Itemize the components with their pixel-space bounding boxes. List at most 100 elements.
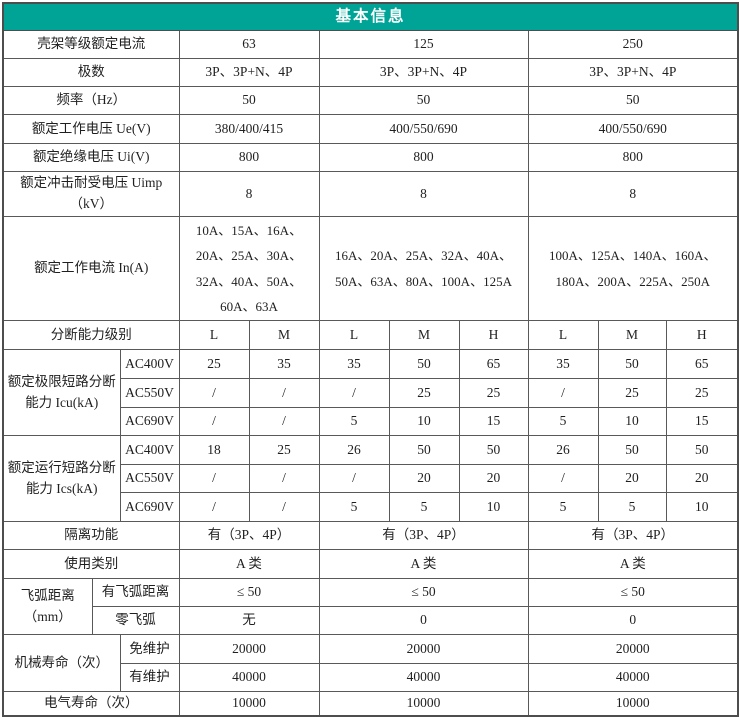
ics-ac690v-cell-7: 5 xyxy=(597,492,667,523)
breaking-capacity-class-cell-5: H xyxy=(458,320,529,351)
frame-rated-current-cell-3: 250 xyxy=(527,30,739,60)
arc-distance-with-cell-4: ≤ 50 xyxy=(527,578,739,608)
icu-ac400v-cell-6: 65 xyxy=(458,349,529,380)
ics-ac550v-cell-1: / xyxy=(178,464,250,494)
frequency-cell-2: 50 xyxy=(318,86,529,116)
icu-ac400v-cell-1: AC400V xyxy=(119,349,180,380)
icu-ac550v-cell-2: / xyxy=(248,378,320,409)
table-row-rated-working-voltage: 额定工作电压 Ue(V) 380/400/415 400/550/690 400/55… xyxy=(2,114,739,145)
mech-life-maintenance-free-cell-2: 20000 xyxy=(178,634,320,665)
isolation-function-cell-3: 有（3P、4P） xyxy=(527,521,739,551)
ics-ac690v-cell-2: / xyxy=(248,492,320,523)
ics-ac400v-cell-6: 50 xyxy=(458,435,529,466)
ics-ac550v-cell-3: / xyxy=(318,464,390,494)
isolation-function-cell-0: 隔离功能 xyxy=(2,521,180,551)
ics-ac400v-cell-2: 18 xyxy=(178,435,250,466)
frequency-cell-0: 频率（Hz） xyxy=(2,86,180,116)
rated-working-current-cell-3: 100A、125A、140A、160A、180A、200A、225A、250A xyxy=(527,216,739,322)
rated-working-current-cell-2: 16A、20A、25A、32A、40A、50A、63A、80A、100A、125… xyxy=(318,216,529,322)
icu-ac690v-cell-4: 10 xyxy=(388,407,460,437)
table-title: 基本信息 xyxy=(2,2,739,32)
breaking-capacity-class-cell-3: L xyxy=(318,320,390,351)
arc-distance-zero-cell-1: 无 xyxy=(178,606,320,636)
icu-ac400v-cell-0: 额定极限短路分断能力 Icu(kA) xyxy=(2,349,121,437)
icu-ac550v-cell-7: 25 xyxy=(597,378,667,409)
ics-ac400v-cell-9: 50 xyxy=(665,435,739,466)
table-row-arc-distance-zero: 零飞弧无 0 0 xyxy=(3,606,739,636)
arc-distance-zero-cell-2: 0 xyxy=(318,606,529,636)
mech-life-maintenance-free-cell-0: 机械寿命（次） xyxy=(2,634,121,693)
rated-impulse-voltage-cell-2: 8 xyxy=(318,171,529,218)
table-row-frequency: 频率（Hz） 50 50 50 xyxy=(2,86,739,116)
rated-insulation-voltage-cell-3: 800 xyxy=(527,143,739,173)
rated-working-current-cell-1: 10A、15A、16A、20A、25A、30A、32A、40A、50A、60A、… xyxy=(178,216,320,322)
mech-life-with-maintenance-cell-2: 40000 xyxy=(318,663,529,693)
arc-distance-with-cell-0: 飞弧距离（mm） xyxy=(2,578,93,636)
mech-life-with-maintenance-cell-1: 40000 xyxy=(178,663,320,693)
icu-ac690v-cell-2: / xyxy=(248,407,320,437)
poles-cell-3: 3P、3P+N、4P xyxy=(527,58,739,88)
arc-distance-with-cell-2: ≤ 50 xyxy=(178,578,320,608)
mech-life-with-maintenance-cell-3: 40000 xyxy=(527,663,739,693)
electrical-life-cell-1: 10000 xyxy=(178,691,320,717)
rated-insulation-voltage-cell-0: 额定绝缘电压 Ui(V) xyxy=(2,143,180,173)
frame-rated-current-cell-2: 125 xyxy=(318,30,529,60)
breaking-capacity-class-cell-4: M xyxy=(388,320,460,351)
table-row-icu-ac550v: AC550V / //25 25/25 25 xyxy=(3,378,739,409)
breaking-capacity-class-cell-2: M xyxy=(248,320,320,351)
ics-ac400v-cell-3: 25 xyxy=(248,435,320,466)
arc-distance-zero-cell-3: 0 xyxy=(527,606,739,636)
electrical-life-cell-3: 10000 xyxy=(527,691,739,717)
arc-distance-with-cell-1: 有飞弧距离 xyxy=(91,578,180,608)
icu-ac690v-cell-7: 10 xyxy=(597,407,667,437)
table-row-electrical-life: 电气寿命（次） 10000 10000 10000 xyxy=(2,691,739,717)
table-row-ics-ac400v: 额定运行短路分断能力 Ics(kA) AC400V 18 25 26 50 50 26 50 50 xyxy=(2,435,739,523)
ics-ac690v-cell-1: / xyxy=(178,492,250,523)
ics-ac690v-cell-0: AC690V xyxy=(119,492,180,523)
title-row: 基本信息 xyxy=(2,2,739,32)
ics-ac550v-cell-0: AC550V xyxy=(119,464,180,494)
ics-ac400v-cell-7: 26 xyxy=(527,435,599,466)
table-row-rated-insulation-voltage: 额定绝缘电压 Ui(V) 800 800 800 xyxy=(2,143,739,173)
icu-ac550v-cell-5: 25 xyxy=(458,378,529,409)
poles-cell-2: 3P、3P+N、4P xyxy=(318,58,529,88)
arc-distance-zero-cell-0: 零飞弧 xyxy=(91,606,180,636)
icu-ac550v-cell-3: / xyxy=(318,378,390,409)
ics-ac550v-cell-6: / xyxy=(527,464,599,494)
poles-cell-1: 3P、3P+N、4P xyxy=(178,58,320,88)
icu-ac690v-cell-1: / xyxy=(178,407,250,437)
icu-ac400v-cell-9: 65 xyxy=(665,349,739,380)
icu-ac690v-cell-5: 15 xyxy=(458,407,529,437)
frame-rated-current-cell-0: 壳架等级额定电流 xyxy=(2,30,180,60)
ics-ac690v-cell-3: 5 xyxy=(318,492,390,523)
icu-ac400v-cell-2: 25 xyxy=(178,349,250,380)
rated-working-voltage-cell-2: 400/550/690 xyxy=(318,114,529,145)
mech-life-with-maintenance-cell-0: 有维护 xyxy=(119,663,180,693)
frequency-cell-1: 50 xyxy=(178,86,320,116)
rated-insulation-voltage-cell-1: 800 xyxy=(178,143,320,173)
usage-category-cell-0: 使用类别 xyxy=(2,549,180,580)
ics-ac550v-cell-8: 20 xyxy=(665,464,739,494)
ics-ac400v-cell-4: 26 xyxy=(318,435,390,466)
icu-ac550v-cell-0: AC550V xyxy=(119,378,180,409)
rated-impulse-voltage-cell-0: 额定冲击耐受电压 Uimp（kV） xyxy=(2,171,180,218)
frame-rated-current-cell-1: 63 xyxy=(178,30,320,60)
usage-category-cell-2: A 类 xyxy=(318,549,529,580)
electrical-life-cell-2: 10000 xyxy=(318,691,529,717)
ics-ac550v-cell-7: 20 xyxy=(597,464,667,494)
rated-working-voltage-cell-1: 380/400/415 xyxy=(178,114,320,145)
table-row-arc-distance-with: 飞弧距离（mm） 有飞弧距离 ≤ 50 ≤ 50 ≤ 50 xyxy=(2,578,739,636)
ics-ac550v-cell-2: / xyxy=(248,464,320,494)
table-row-breaking-capacity-class: 分断能力级别 L M L M H L M H xyxy=(2,320,739,351)
icu-ac400v-cell-3: 35 xyxy=(248,349,320,380)
isolation-function-cell-2: 有（3P、4P） xyxy=(318,521,529,551)
poles-cell-0: 极数 xyxy=(2,58,180,88)
rated-working-voltage-cell-3: 400/550/690 xyxy=(527,114,739,145)
mech-life-maintenance-free-cell-4: 20000 xyxy=(527,634,739,665)
table-row-icu-ac400v: 额定极限短路分断能力 Icu(kA) AC400V 25 35 35 50 65 35 50 65 xyxy=(2,349,739,437)
icu-ac690v-cell-3: 5 xyxy=(318,407,390,437)
icu-ac550v-cell-1: / xyxy=(178,378,250,409)
ics-ac400v-cell-8: 50 xyxy=(597,435,667,466)
